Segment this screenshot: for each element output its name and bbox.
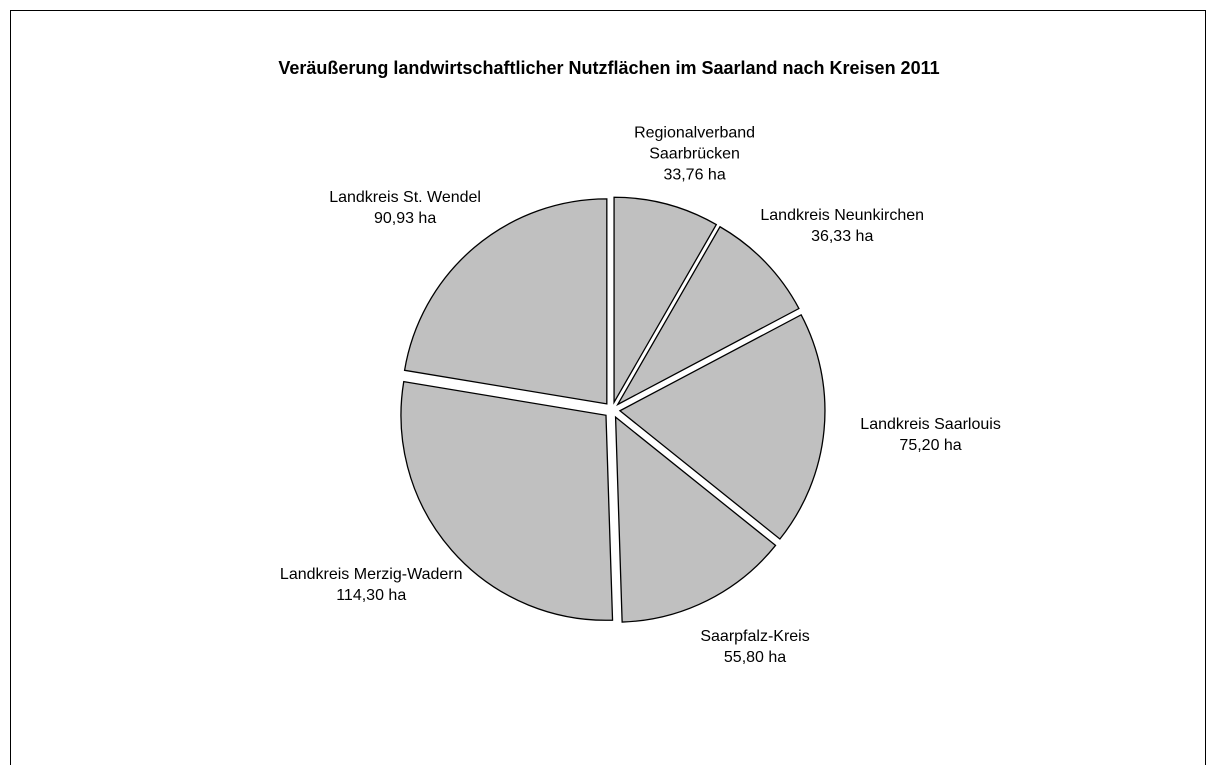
value-label: 90,93 ha	[373, 209, 437, 227]
category-label: Regionalverband Saarbrücken	[634, 124, 756, 163]
value-label: 75,20 ha	[899, 437, 962, 454]
value-label: 114,30 ha	[336, 586, 407, 604]
value-label: 33,76 ha	[663, 166, 726, 184]
category-label: Landkreis Neunkirchen	[760, 206, 925, 224]
slice-label: Landkreis Neunkirchen 36,33 ha	[760, 205, 924, 247]
slice-label: Landkreis St. Wendel 90,93 ha	[329, 187, 481, 229]
category-label: Landkreis Saarlouis	[860, 416, 1001, 433]
value-label: 55,80 ha	[723, 649, 787, 667]
pie-slice	[618, 313, 826, 540]
category-label: Landkreis Merzig-Wadern	[279, 565, 463, 583]
value-label: 36,33 ha	[811, 227, 874, 245]
pie-slice	[403, 198, 608, 405]
slice-label: Landkreis Saarlouis 75,20 ha	[860, 414, 1001, 456]
slice-label: Regionalverband Saarbrücken 33,76 ha	[597, 122, 792, 185]
category-label: Saarpfalz-Kreis	[700, 628, 810, 646]
chart-title: Veräußerung landwirtschaftlicher Nutzflä…	[278, 58, 940, 78]
pie-slice	[400, 380, 614, 621]
pie-slice	[613, 196, 718, 405]
pie-slice	[614, 415, 777, 623]
chart-frame	[10, 10, 1206, 765]
pie-slice	[616, 225, 800, 407]
slice-label: Landkreis Merzig-Wadern 114,30 ha	[280, 564, 463, 606]
slice-label: Saarpfalz-Kreis 55,80 ha	[700, 626, 809, 668]
category-label: Landkreis St. Wendel	[329, 188, 481, 206]
